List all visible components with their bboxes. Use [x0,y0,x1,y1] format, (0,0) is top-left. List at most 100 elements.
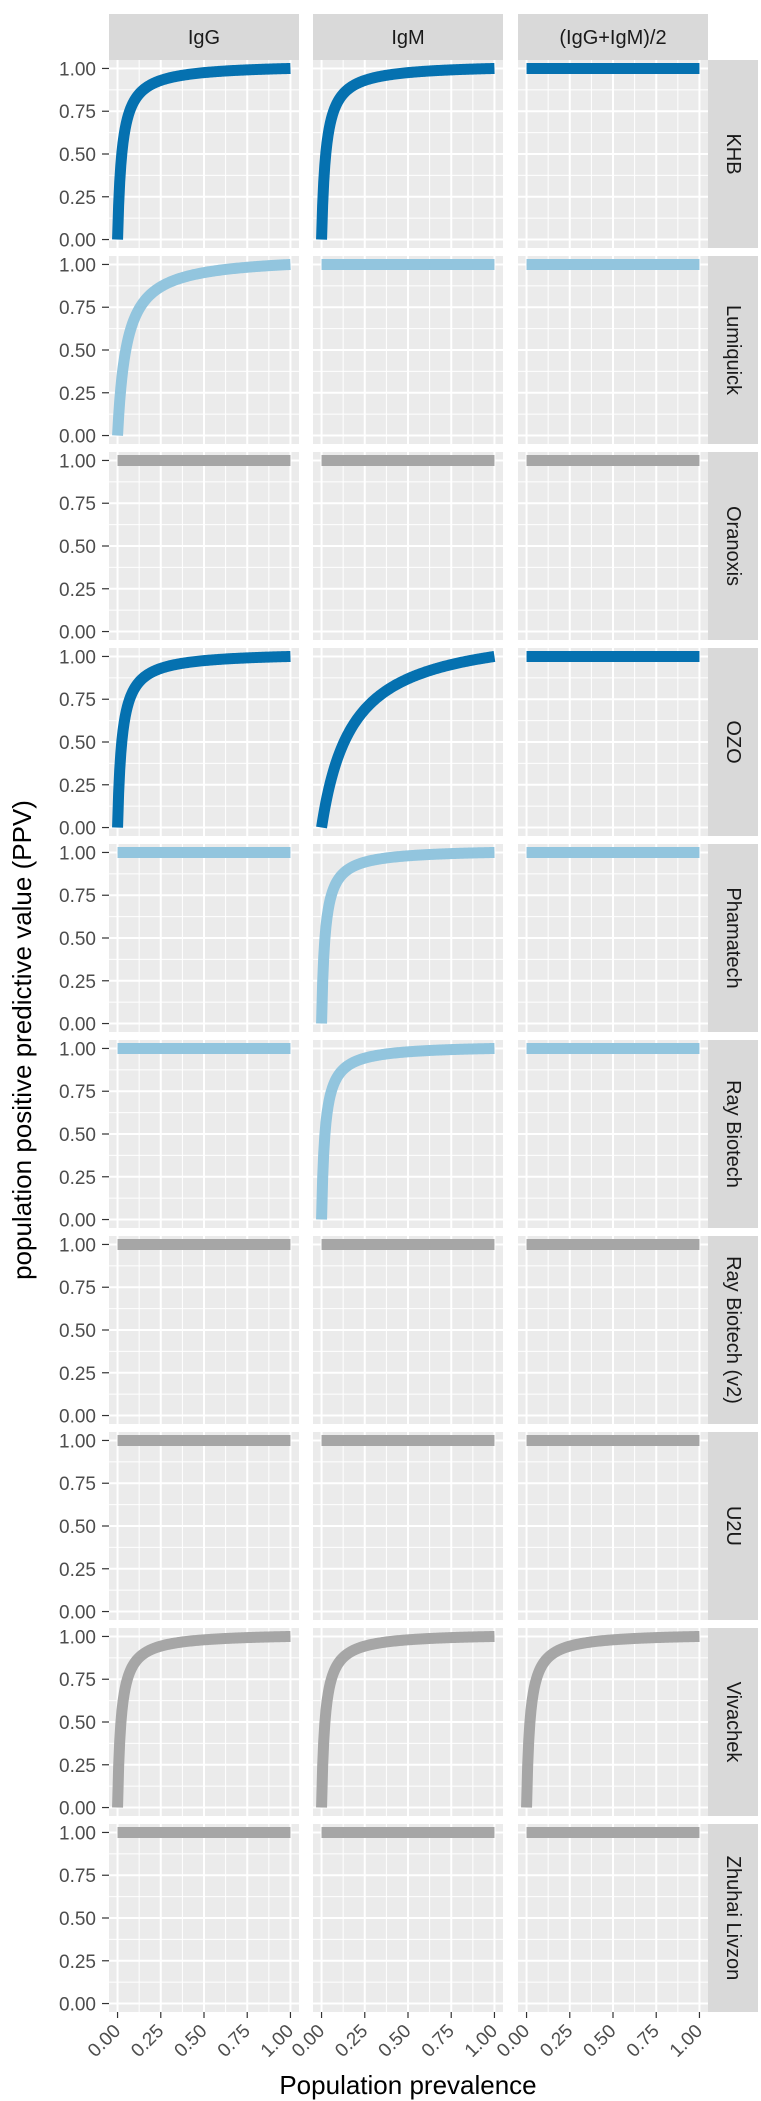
row-strip-label: Ray Biotech (v2) [722,1256,744,1404]
column-strip [313,14,503,60]
y-tick-label: 0.25 [59,972,96,993]
y-tick-label: 1.00 [59,1431,96,1452]
column-strip [518,14,708,60]
y-tick-label: 0.25 [59,188,96,209]
y-tick-label: 1.00 [59,1627,96,1648]
row-strip-label: KHB [722,133,744,174]
column-strip-label: IgG [188,27,220,49]
row-strip [708,60,758,248]
x-tick-label: 0.50 [580,2021,621,2062]
row-strip-label: Lumiquick [722,305,744,396]
ppv-curve [112,1630,295,1808]
y-tick-label: 0.00 [59,1603,96,1624]
y-tick-label: 1.00 [59,647,96,668]
y-tick-label: 0.50 [59,929,96,950]
x-tick-label: 0.00 [84,2021,125,2062]
ppv-curve [316,846,499,1024]
y-tick-label: 0.00 [59,1015,96,1036]
y-tick-label: 0.25 [59,1952,96,1973]
row-strip [708,1236,758,1424]
y-tick-label: 0.00 [59,1995,96,2016]
ppv-curve [112,650,295,828]
row-strip [708,648,758,836]
y-tick-label: 1.00 [59,451,96,472]
row-strip-label: Oranoxis [722,506,744,586]
column-strip [109,14,299,60]
y-tick-label: 0.75 [59,102,96,123]
row-strip [708,452,758,640]
row-strip [708,1432,758,1620]
y-tick-label: 1.00 [59,59,96,80]
y-tick-label: 0.25 [59,1168,96,1189]
y-tick-label: 0.00 [59,231,96,252]
column-strip-label: IgM [391,27,424,49]
row-strip-label: Vivachek [722,1682,744,1764]
y-tick-label: 1.00 [59,1039,96,1060]
y-tick-label: 0.50 [59,145,96,166]
column-strip-label: (IgG+IgM)/2 [559,27,666,49]
y-tick-label: 0.75 [59,298,96,319]
y-tick-label: 1.00 [59,255,96,276]
y-tick-label: 0.50 [59,1321,96,1342]
y-tick-label: 0.25 [59,384,96,405]
y-tick-label: 0.00 [59,623,96,644]
x-tick-label: 0.50 [375,2021,416,2062]
row-strip-label: Phamatech [722,887,744,988]
row-strip [708,1628,758,1816]
row-strip-label: OZO [722,720,744,763]
x-tick-label: 0.50 [171,2021,212,2062]
row-strip-label: U2U [722,1506,744,1546]
y-tick-label: 0.75 [59,1082,96,1103]
y-tick-label: 0.75 [59,1278,96,1299]
row-strip [708,256,758,444]
y-tick-label: 0.75 [59,690,96,711]
y-tick-label: 0.75 [59,886,96,907]
row-strip-label: Ray Biotech [722,1080,744,1188]
y-tick-label: 0.50 [59,1517,96,1538]
x-tick-label: 1.00 [257,2021,298,2062]
y-tick-label: 0.50 [59,537,96,558]
x-tick-label: 0.75 [214,2021,255,2062]
row-strip [708,844,758,1032]
y-tick-label: 0.50 [59,1909,96,1930]
y-tick-label: 0.25 [59,580,96,601]
ppv-curve [112,62,295,240]
y-tick-label: 0.00 [59,427,96,448]
ppv-curve [316,1630,499,1808]
x-tick-label: 0.75 [418,2021,459,2062]
row-strip-label: Zhuhai Livzon [722,1856,744,1981]
x-axis-title: Population prevalence [279,2070,536,2100]
ppv-curve [316,651,499,829]
x-tick-label: 0.75 [623,2021,664,2062]
y-tick-label: 0.25 [59,1364,96,1385]
y-tick-label: 0.75 [59,494,96,515]
y-tick-label: 0.75 [59,1670,96,1691]
row-strip [708,1040,758,1228]
x-tick-label: 0.25 [127,2021,168,2062]
y-axis-title: population positive predictive value (PP… [7,800,37,1280]
y-tick-label: 0.25 [59,1560,96,1581]
x-tick-label: 0.25 [536,2021,577,2062]
y-tick-label: 0.00 [59,1407,96,1428]
x-tick-label: 0.00 [493,2021,534,2062]
y-tick-label: 1.00 [59,1823,96,1844]
row-strip [708,1824,758,2012]
x-tick-label: 1.00 [461,2021,502,2062]
y-tick-label: 0.00 [59,1211,96,1232]
ppv-curve [112,258,295,436]
y-tick-label: 0.50 [59,1125,96,1146]
y-tick-label: 0.75 [59,1474,96,1495]
y-tick-label: 0.00 [59,1799,96,1820]
x-tick-label: 0.25 [331,2021,372,2062]
x-tick-label: 1.00 [666,2021,707,2062]
x-tick-label: 0.00 [288,2021,329,2062]
y-tick-label: 0.75 [59,1866,96,1887]
ppv-curve [316,1042,499,1220]
ppv-curve [521,1630,704,1808]
y-tick-label: 0.25 [59,776,96,797]
y-tick-label: 0.50 [59,341,96,362]
y-tick-label: 0.25 [59,1756,96,1777]
y-tick-label: 0.50 [59,1713,96,1734]
y-tick-label: 1.00 [59,843,96,864]
